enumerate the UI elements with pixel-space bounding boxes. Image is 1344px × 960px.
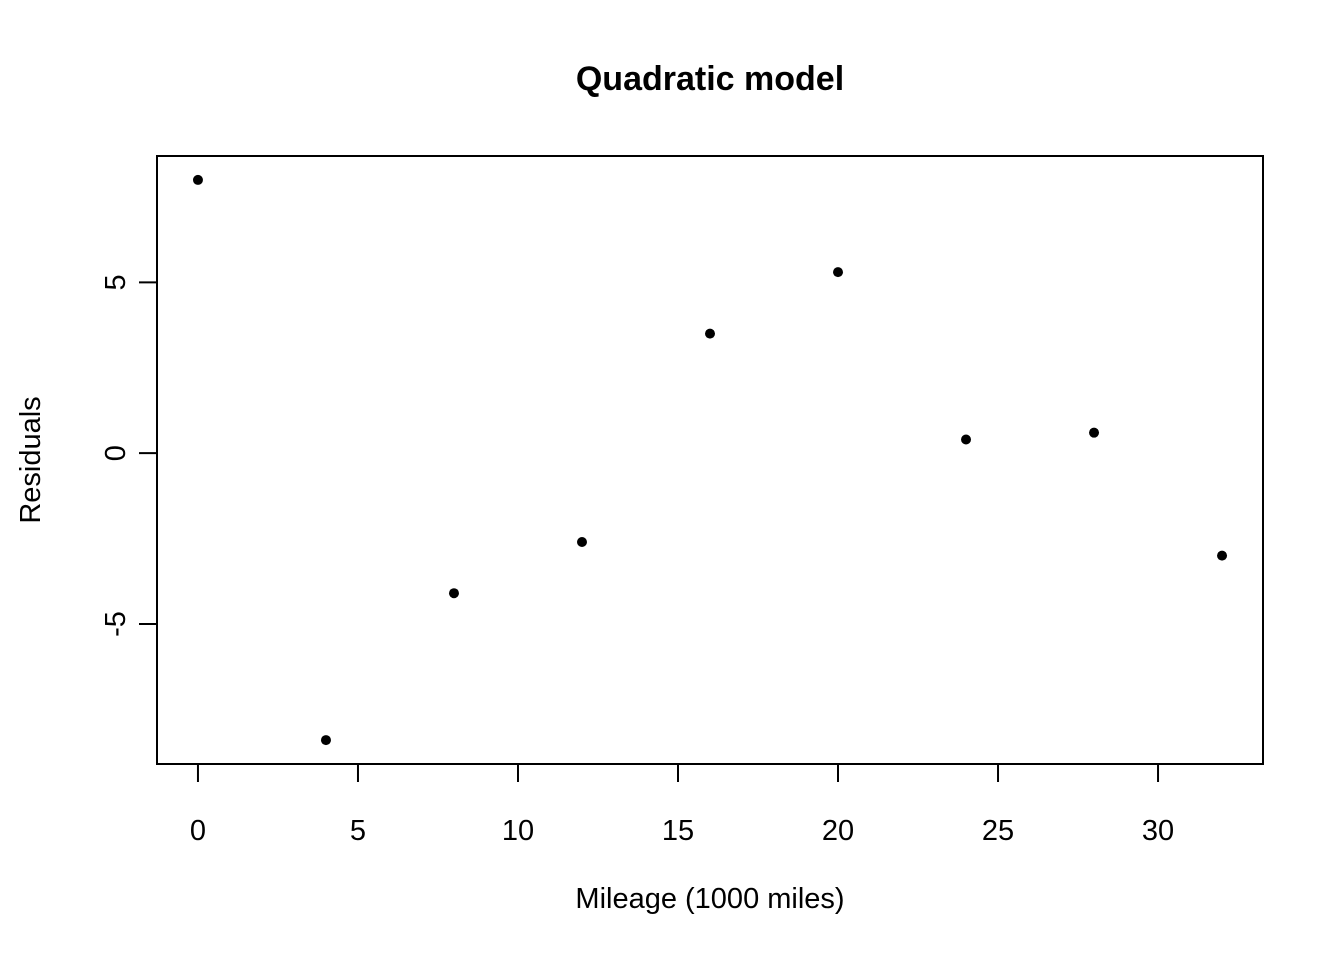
data-point: [448, 588, 459, 599]
data-point: [1089, 427, 1100, 438]
x-tick-label: 25: [982, 815, 1014, 847]
data-point: [1217, 550, 1228, 561]
x-tick-label: 20: [822, 815, 854, 847]
y-axis-ticks: -5 0 5: [100, 274, 157, 637]
x-tick-label: 30: [1142, 815, 1174, 847]
x-tick-label: 15: [662, 815, 694, 847]
chart-title: Quadratic model: [576, 60, 844, 98]
x-tick-label: 0: [190, 815, 206, 847]
y-axis-label: Residuals: [15, 396, 47, 523]
y-tick-label: -5: [100, 611, 132, 637]
data-point: [192, 174, 203, 185]
data-points: [192, 174, 1228, 746]
x-tick-label: 5: [350, 815, 366, 847]
data-point: [705, 328, 715, 339]
plot-frame: [156, 155, 1264, 765]
data-point: [320, 735, 331, 746]
data-point: [833, 267, 844, 278]
data-point: [576, 536, 587, 547]
y-tick-label: 5: [100, 274, 132, 290]
x-axis-ticks: 0 5 10 15 20 25 30: [190, 764, 1174, 847]
x-axis-label: Mileage (1000 miles): [575, 883, 844, 915]
y-tick-label: 0: [100, 445, 132, 461]
data-point: [961, 434, 972, 445]
x-tick-label: 10: [502, 815, 534, 847]
